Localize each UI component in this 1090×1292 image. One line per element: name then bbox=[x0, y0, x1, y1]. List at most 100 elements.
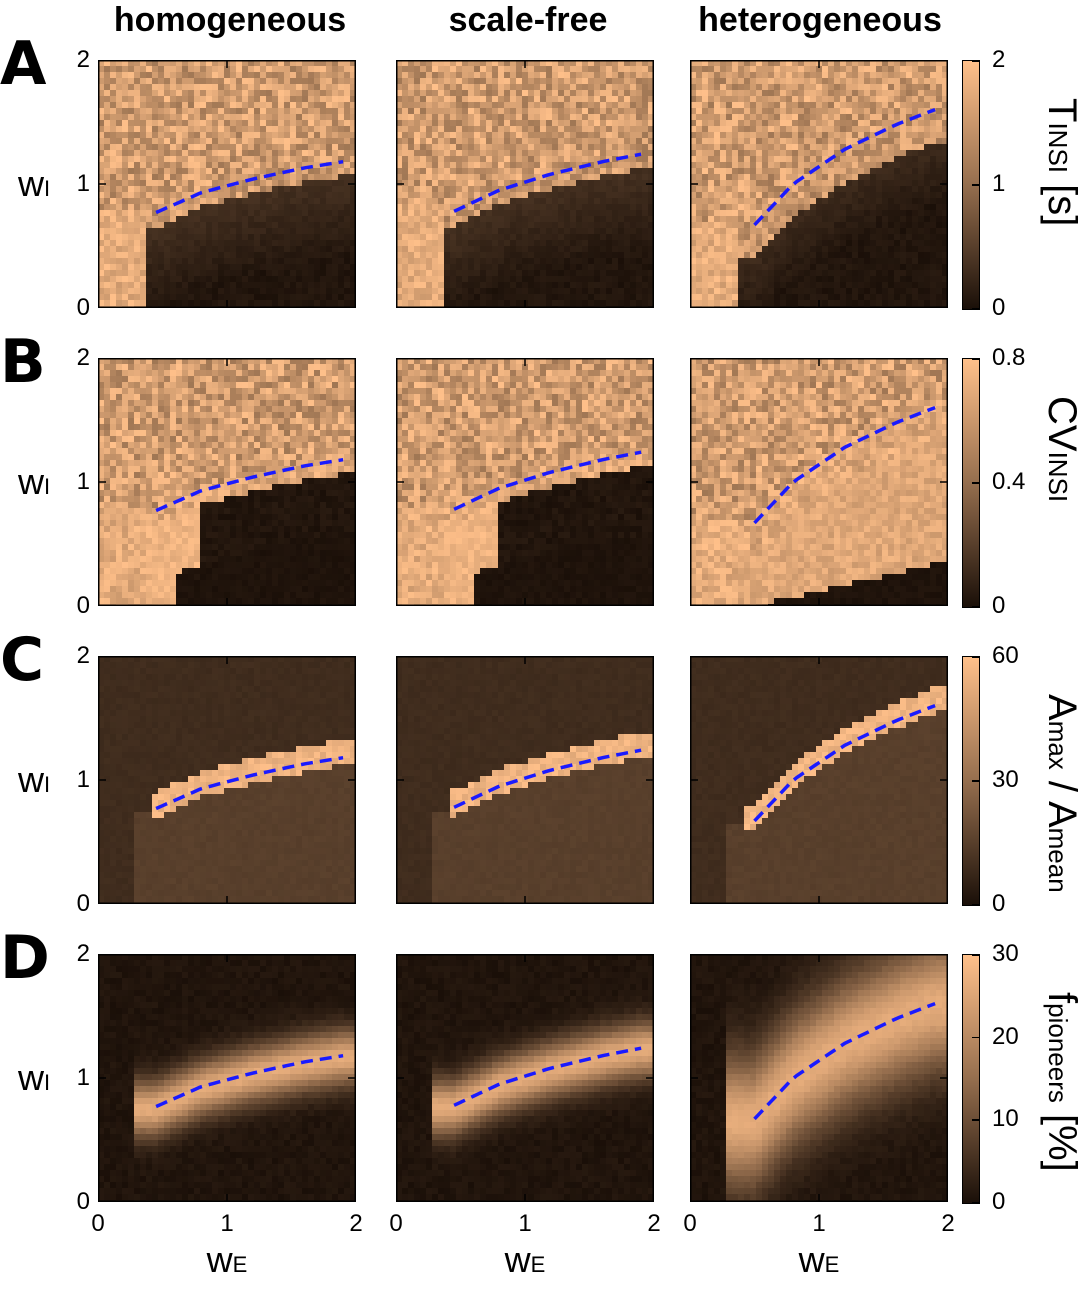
heatmap-panel-b-scale-free bbox=[396, 358, 654, 606]
colorbar-tick-mark bbox=[972, 780, 980, 782]
panel-ticks bbox=[98, 954, 356, 1202]
heatmap-svg bbox=[396, 656, 654, 904]
y-axis-label: wI bbox=[18, 762, 50, 803]
row-letter-b: B bbox=[0, 332, 46, 392]
heatmap-svg bbox=[690, 656, 948, 904]
y-tick-label: 1 bbox=[60, 172, 90, 196]
y-axis-label: wI bbox=[18, 464, 50, 505]
x-tick-label: 1 bbox=[212, 1212, 242, 1236]
heatmap-svg bbox=[98, 358, 356, 606]
heatmap-panel-d-scale-free bbox=[396, 954, 654, 1202]
heatmap-cells bbox=[98, 954, 356, 1202]
colorbar-tick-label: 30 bbox=[992, 768, 1019, 792]
panel-ticks bbox=[690, 60, 948, 308]
colorbar-tick-label: 2 bbox=[992, 48, 1005, 72]
colorbar-tick-label: 0 bbox=[992, 296, 1005, 320]
row-letter-c: C bbox=[0, 630, 44, 690]
heatmap-panel-c-heterogeneous bbox=[690, 656, 948, 904]
colorbar-tick-label: 0 bbox=[992, 1190, 1005, 1214]
colorbar-tick-mark bbox=[972, 1036, 980, 1039]
heatmap-cells bbox=[690, 358, 948, 606]
panel-ticks bbox=[690, 358, 948, 606]
x-axis-label: wE bbox=[485, 1242, 565, 1283]
y-axis-label: wI bbox=[18, 166, 50, 207]
colorbar-tick-mark bbox=[972, 308, 980, 310]
y-tick-label: 2 bbox=[60, 644, 90, 668]
panel-ticks bbox=[396, 656, 654, 904]
column-title-heterogeneous: heterogeneous bbox=[685, 0, 955, 40]
y-tick-label: 2 bbox=[60, 942, 90, 966]
colorbar-label-d: fpioneers [%] bbox=[1038, 992, 1084, 1172]
x-axis-label: wE bbox=[779, 1242, 859, 1283]
heatmap-panel-c-scale-free bbox=[396, 656, 654, 904]
colorbar-tick-label: 0.8 bbox=[992, 346, 1025, 370]
heatmap-panel-a-scale-free bbox=[396, 60, 654, 308]
colorbar-tick-mark bbox=[972, 656, 980, 658]
colorbar-tick-label: 0.4 bbox=[992, 470, 1025, 494]
critical-curve bbox=[155, 755, 344, 811]
x-tick-label: 0 bbox=[381, 1212, 411, 1236]
colorbar-tick-mark bbox=[972, 1202, 980, 1204]
y-tick-label: 0 bbox=[60, 892, 90, 916]
critical-curve bbox=[753, 703, 936, 823]
colorbar-tick-mark bbox=[972, 60, 980, 62]
heatmap-panel-d-homogeneous bbox=[98, 954, 356, 1202]
panel-ticks bbox=[98, 358, 356, 606]
heatmap-cells bbox=[396, 358, 654, 606]
heatmap-svg bbox=[690, 954, 948, 1202]
heatmap-cells bbox=[396, 954, 654, 1202]
heatmap-panel-c-homogeneous bbox=[98, 656, 356, 904]
panel-ticks bbox=[690, 954, 948, 1202]
colorbar-tick-label: 20 bbox=[992, 1024, 1019, 1049]
y-tick-label: 0 bbox=[60, 1190, 90, 1214]
critical-curve bbox=[753, 1001, 936, 1121]
colorbar-tick-label: 30 bbox=[992, 942, 1019, 966]
panel-ticks bbox=[396, 358, 654, 606]
colorbar-tick-mark bbox=[972, 482, 980, 484]
x-tick-label: 0 bbox=[675, 1212, 705, 1236]
critical-curve bbox=[453, 152, 642, 213]
y-tick-label: 1 bbox=[60, 768, 90, 792]
colorbar-label-a: TINSI [s] bbox=[1038, 98, 1084, 226]
heatmap-cells bbox=[690, 60, 948, 308]
heatmap-cells bbox=[98, 358, 356, 606]
colorbar-tick-mark bbox=[972, 358, 980, 360]
critical-curve bbox=[155, 457, 344, 513]
heatmap-svg bbox=[396, 954, 654, 1202]
panel-ticks bbox=[396, 60, 654, 308]
heatmap-panel-b-homogeneous bbox=[98, 358, 356, 606]
x-tick-label: 2 bbox=[341, 1212, 371, 1236]
heatmap-cells bbox=[690, 656, 948, 904]
panel-ticks bbox=[396, 954, 654, 1202]
heatmap-svg bbox=[98, 60, 356, 308]
heatmap-svg bbox=[98, 656, 356, 904]
x-axis-label: wE bbox=[187, 1242, 267, 1283]
critical-curve bbox=[155, 1053, 344, 1109]
colorbar-tick-label: 1 bbox=[992, 172, 1005, 196]
heatmap-panel-b-heterogeneous bbox=[690, 358, 948, 606]
x-tick-label: 1 bbox=[510, 1212, 540, 1236]
colorbar-tick-label: 0 bbox=[992, 892, 1005, 916]
column-title-scale-free: scale-free bbox=[393, 0, 663, 40]
colorbar-label-b: CVINSI bbox=[1038, 396, 1084, 502]
heatmap-svg bbox=[690, 358, 948, 606]
y-tick-label: 0 bbox=[60, 594, 90, 618]
colorbar-tick-label: 60 bbox=[992, 644, 1019, 668]
y-tick-label: 2 bbox=[60, 48, 90, 72]
heatmap-cells bbox=[98, 656, 356, 904]
y-tick-label: 1 bbox=[60, 470, 90, 494]
y-tick-label: 2 bbox=[60, 346, 90, 370]
panel-ticks bbox=[690, 656, 948, 904]
colorbar-tick-mark bbox=[972, 184, 980, 186]
x-tick-label: 2 bbox=[933, 1212, 963, 1236]
colorbar-tick-mark bbox=[972, 954, 980, 956]
x-tick-label: 2 bbox=[639, 1212, 669, 1236]
heatmap-cells bbox=[98, 60, 356, 308]
colorbar-tick-label: 10 bbox=[992, 1107, 1019, 1131]
heatmap-panel-a-homogeneous bbox=[98, 60, 356, 308]
critical-curve bbox=[453, 450, 642, 511]
column-title-homogeneous: homogeneous bbox=[95, 0, 365, 40]
heatmap-cells bbox=[690, 954, 948, 1202]
heatmap-svg bbox=[98, 954, 356, 1202]
